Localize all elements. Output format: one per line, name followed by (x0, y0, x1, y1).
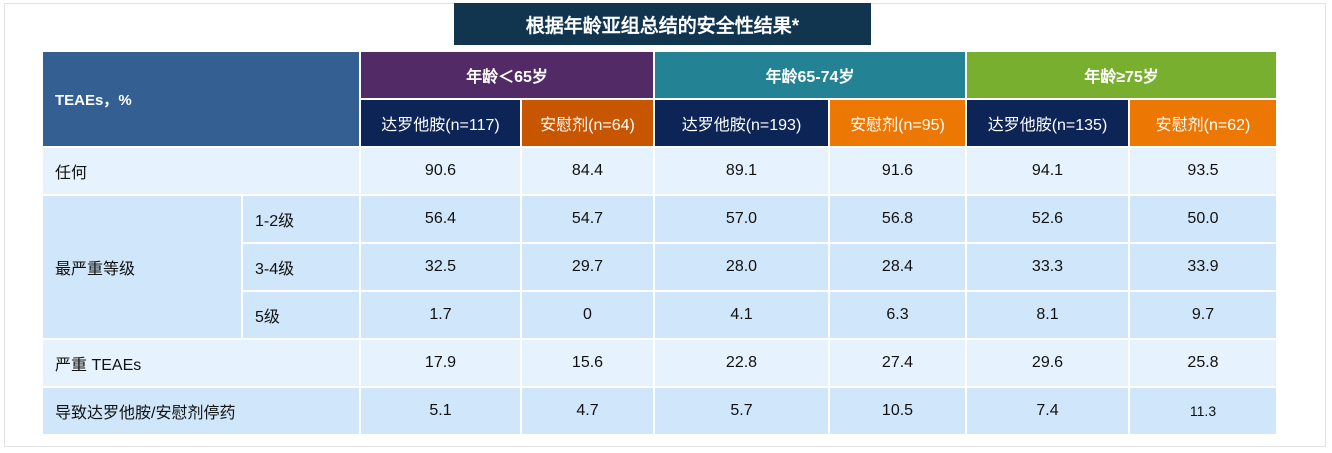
subheader-placebo: 安慰剂(n=95) (828, 98, 967, 148)
row-sublabel: 5级 (241, 290, 361, 340)
table-row-discontinuation: 导致达罗他胺/安慰剂停药 5.1 4.7 5.7 10.5 7.4 11.3 (41, 386, 1278, 436)
table-row-serious-teaes: 严重 TEAEs 17.9 15.6 22.8 27.4 29.6 25.8 (41, 338, 1278, 388)
cell-value: 6.3 (828, 290, 967, 340)
cell-value: 27.4 (828, 338, 967, 388)
cell-value: 25.8 (1128, 338, 1278, 388)
subheader-placebo: 安慰剂(n=62) (1128, 98, 1278, 148)
cell-value: 29.7 (520, 242, 655, 292)
subheader-darolutamide: 达罗他胺(n=135) (965, 98, 1130, 148)
cell-value: 28.4 (828, 242, 967, 292)
subheader-placebo: 安慰剂(n=64) (520, 98, 655, 148)
cell-value: 7.4 (965, 386, 1130, 436)
cell-value: 84.4 (520, 146, 655, 196)
safety-results-table: TEAEs，% 年龄＜65岁 年龄65-74岁 年龄≥75岁 达罗他胺(n=11… (41, 50, 1278, 436)
cell-value: 17.9 (359, 338, 522, 388)
table-row-grade-3-4: 3-4级 32.5 29.7 28.0 28.4 33.3 33.9 (42, 242, 1278, 292)
header-row-groups: TEAEs，% 年龄＜65岁 年龄65-74岁 年龄≥75岁 (41, 50, 1278, 148)
cell-value: 29.6 (965, 338, 1130, 388)
row-sublabel: 1-2级 (241, 194, 361, 244)
cell-value: 22.8 (653, 338, 830, 388)
cell-value: 91.6 (828, 146, 967, 196)
cell-value: 52.6 (965, 194, 1130, 244)
cell-value: 5.1 (359, 386, 522, 436)
cell-value: 56.4 (359, 194, 522, 244)
corner-header: TEAEs，% (41, 50, 361, 148)
group-header-65-74: 年龄65-74岁 (653, 50, 967, 100)
cell-value: 57.0 (653, 194, 830, 244)
cell-value: 28.0 (653, 242, 830, 292)
cell-value: 1.7 (359, 290, 522, 340)
table-row-grade-1-2: 最严重等级 1-2级 56.4 54.7 57.0 56.8 52.6 50.0 (41, 194, 1278, 340)
table-row-grade-5: 5级 1.7 0 4.1 6.3 8.1 9.7 (42, 290, 1278, 340)
cell-value: 8.1 (965, 290, 1130, 340)
row-label: 任何 (41, 146, 361, 196)
cell-value: 5.7 (653, 386, 830, 436)
table-row-any: 任何 90.6 84.4 89.1 91.6 94.1 93.5 (41, 146, 1278, 196)
row-sublabel: 3-4级 (241, 242, 361, 292)
row-label: 导致达罗他胺/安慰剂停药 (41, 386, 361, 436)
group-header-under-65: 年龄＜65岁 (359, 50, 655, 100)
cell-value: 4.7 (520, 386, 655, 436)
cell-value: 89.1 (653, 146, 830, 196)
cell-value: 0 (520, 290, 655, 340)
group-header-75-plus: 年龄≥75岁 (965, 50, 1278, 100)
cell-value: 4.1 (653, 290, 830, 340)
cell-value: 54.7 (520, 194, 655, 244)
subheader-darolutamide: 达罗他胺(n=117) (359, 98, 522, 148)
cell-value: 10.5 (828, 386, 967, 436)
cell-value: 93.5 (1128, 146, 1278, 196)
cell-value: 33.9 (1128, 242, 1278, 292)
cell-value: 90.6 (359, 146, 522, 196)
header-row-arms: 达罗他胺(n=117) 安慰剂(n=64) 达罗他胺(n=193) 安慰剂(n=… (42, 98, 1278, 148)
subheader-darolutamide: 达罗他胺(n=193) (653, 98, 830, 148)
row-label: 严重 TEAEs (41, 338, 361, 388)
cell-value: 32.5 (359, 242, 522, 292)
cell-value: 9.7 (1128, 290, 1278, 340)
cell-value: 33.3 (965, 242, 1130, 292)
cell-value: 50.0 (1128, 194, 1278, 244)
table-title: 根据年龄亚组总结的安全性结果* (454, 3, 871, 45)
cell-value: 56.8 (828, 194, 967, 244)
cell-value: 94.1 (965, 146, 1130, 196)
cell-value: 11.3 (1128, 386, 1278, 436)
row-label-worst-grade: 最严重等级 (41, 194, 243, 340)
cell-value: 15.6 (520, 338, 655, 388)
